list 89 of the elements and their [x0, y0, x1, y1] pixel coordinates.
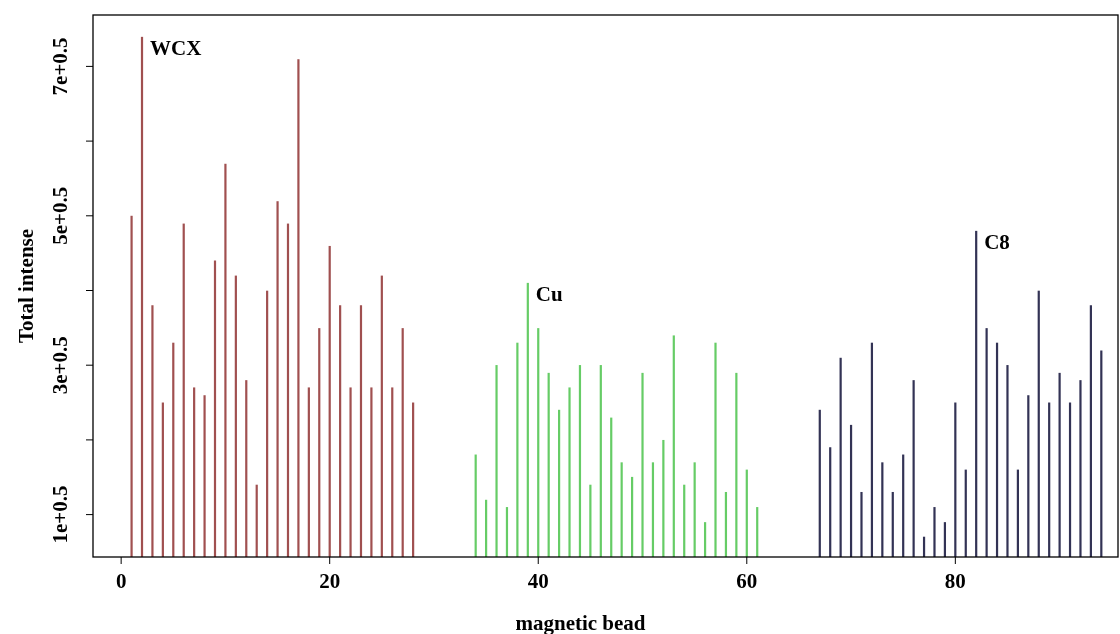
bar [568, 387, 571, 557]
bar [641, 372, 644, 557]
bar [328, 245, 331, 557]
bar [1006, 365, 1009, 557]
bar [1100, 350, 1103, 557]
bar [662, 439, 665, 557]
bar [985, 328, 988, 557]
bar [391, 387, 394, 557]
bar [234, 275, 237, 557]
bar [297, 59, 300, 557]
bar [151, 305, 154, 557]
bar [724, 491, 728, 557]
x-tick-label: 80 [944, 569, 966, 593]
bar [735, 372, 738, 557]
bar [745, 469, 748, 557]
bar [307, 387, 310, 557]
bar [651, 462, 655, 557]
series-label: WCX [150, 35, 202, 60]
bar [359, 305, 363, 557]
bar [213, 260, 217, 557]
bar [714, 342, 717, 557]
bar [599, 365, 602, 557]
bar [547, 372, 550, 557]
bar [1016, 469, 1019, 557]
bar [578, 365, 582, 557]
bar [401, 328, 404, 557]
bar [964, 469, 967, 557]
text: 1e+0.5 [48, 485, 72, 544]
bar [203, 395, 206, 557]
bar [286, 223, 290, 557]
bar [1058, 372, 1061, 557]
bar [558, 409, 561, 557]
bar [224, 163, 227, 557]
bar [339, 305, 342, 557]
bar [881, 462, 884, 557]
series-label: Cu [535, 281, 563, 306]
bar [1089, 305, 1092, 557]
bar [829, 447, 832, 557]
bar [849, 424, 853, 557]
bar [870, 342, 874, 557]
bar [370, 387, 373, 557]
bar [1048, 402, 1051, 557]
bar [266, 290, 269, 557]
bar [474, 454, 477, 557]
series-label: C8 [984, 229, 1010, 254]
bar [526, 282, 529, 557]
x-axis-title: magnetic bead [515, 611, 646, 634]
text: 5e+0.5 [48, 186, 72, 245]
bar [182, 223, 185, 557]
x-tick-label: 60 [736, 569, 758, 593]
bar [130, 215, 133, 557]
bar [193, 387, 196, 557]
bar [1037, 290, 1040, 557]
bar [161, 402, 164, 557]
text: 3e+0.5 [48, 336, 72, 395]
bar [912, 380, 915, 557]
bar [839, 357, 842, 557]
bar [516, 342, 519, 557]
bar [860, 491, 863, 557]
bar [172, 342, 175, 557]
bar [995, 342, 999, 557]
bar [630, 476, 634, 557]
bar [1068, 402, 1072, 557]
bar [1027, 395, 1030, 557]
x-tick-label: 20 [319, 569, 341, 593]
bar [380, 275, 383, 557]
bar [818, 409, 821, 557]
bar [620, 462, 623, 557]
bar [891, 491, 894, 557]
bar [902, 454, 905, 557]
bar [537, 328, 540, 557]
bar [1079, 380, 1082, 557]
bar [954, 402, 957, 557]
bar [140, 36, 144, 557]
bar [672, 335, 675, 557]
bar [318, 328, 321, 557]
bar [349, 387, 352, 557]
x-tick-label: 40 [527, 569, 549, 593]
bar [276, 201, 279, 557]
bar [610, 417, 613, 557]
text: 7e+0.5 [48, 37, 72, 96]
bar [693, 462, 696, 557]
y-axis-title: Total intense [14, 228, 38, 344]
bar [412, 402, 415, 557]
x-tick-label: 0 [115, 569, 127, 593]
bar [495, 365, 498, 557]
bar [933, 507, 936, 557]
bar [975, 230, 978, 557]
bar [245, 380, 248, 557]
